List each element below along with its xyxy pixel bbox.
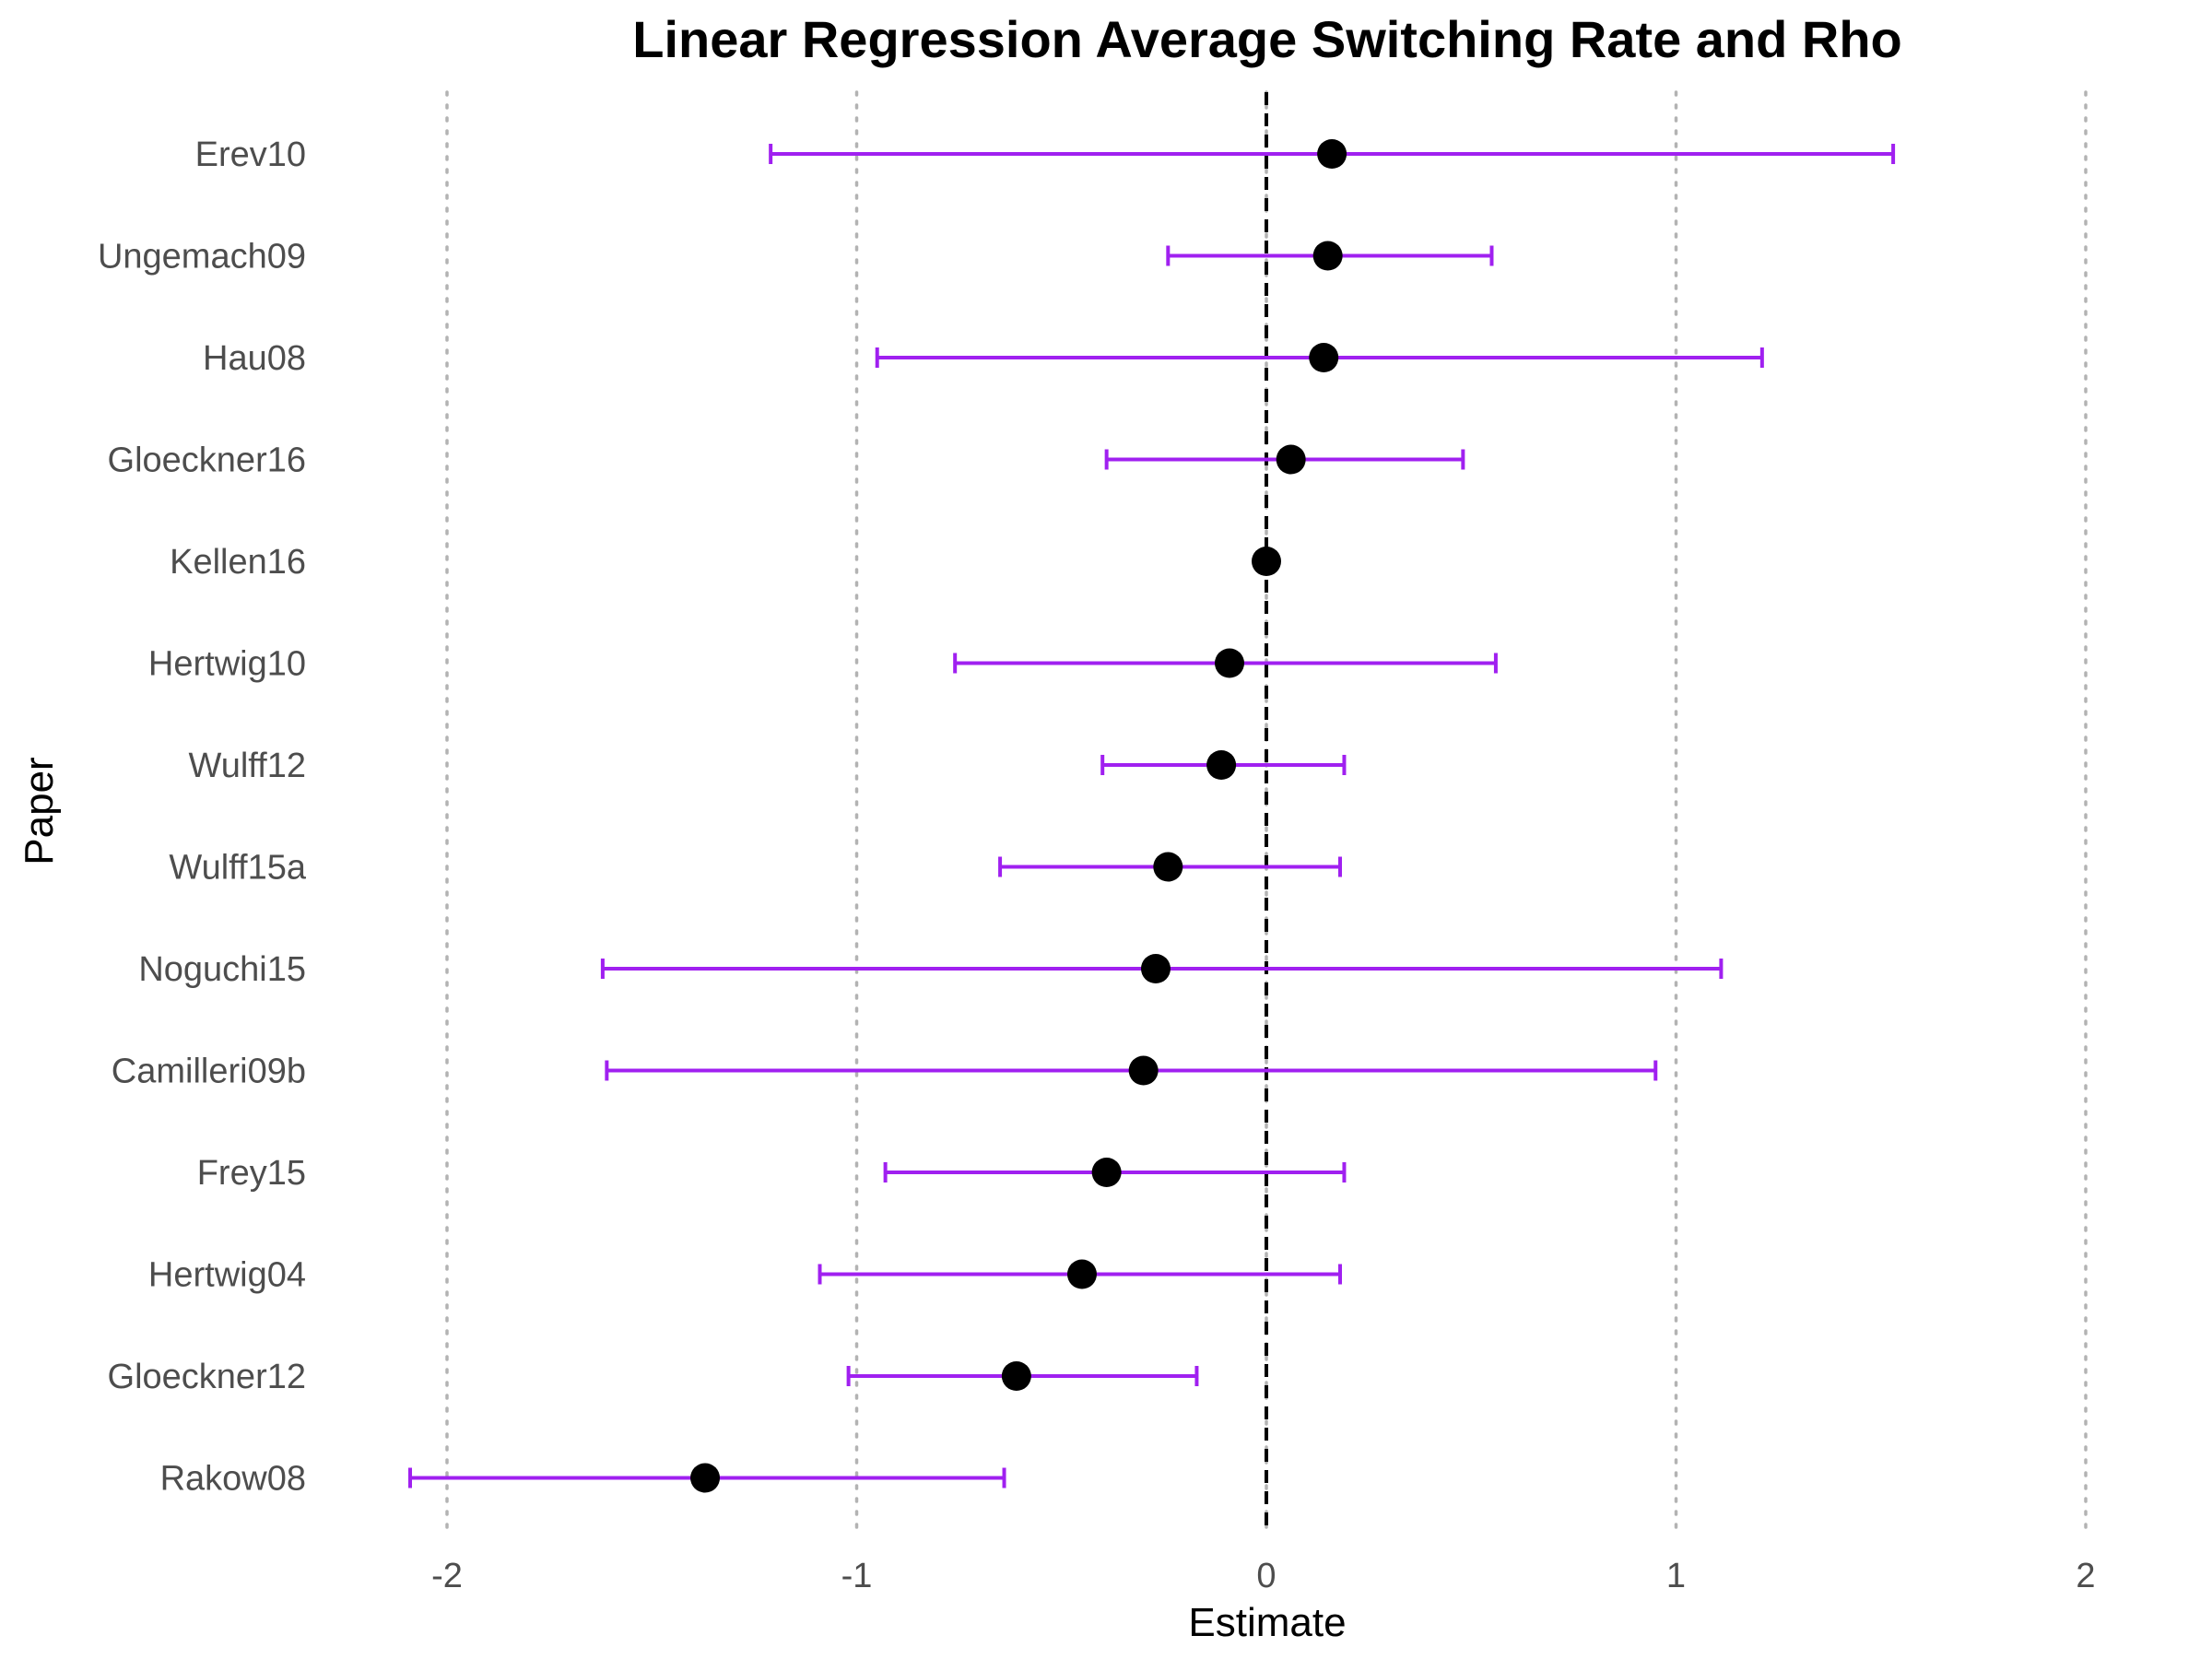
estimate-point	[1252, 547, 1281, 576]
estimate-point	[1128, 1055, 1159, 1086]
x-tick-label: 0	[1256, 1557, 1276, 1595]
data-row	[1252, 547, 1281, 576]
y-tick-label: Ungemach09	[98, 238, 306, 276]
data-row	[1104, 444, 1465, 475]
estimate-point	[1312, 241, 1343, 271]
data-row	[1100, 750, 1347, 780]
data-row	[818, 1259, 1343, 1289]
estimate-point	[1206, 750, 1237, 780]
estimate-point	[1001, 1361, 1031, 1391]
y-tick-label: Gloeckner16	[108, 441, 306, 480]
y-tick-labels: Erev10 Ungemach09 Hau08 Gloeckner16 Kellen16…	[98, 135, 307, 1499]
y-tick-label: Kellen16	[170, 543, 306, 582]
data-row	[883, 1158, 1347, 1187]
estimate-point	[1091, 1158, 1122, 1187]
data-row	[1166, 241, 1494, 271]
x-tick-labels: -2 -1 0 1 2	[431, 1557, 2095, 1595]
estimate-point	[1317, 139, 1347, 169]
x-tick-label: 2	[2076, 1557, 2095, 1595]
y-tick-label: Erev10	[195, 135, 306, 174]
data-row	[600, 954, 1724, 983]
y-tick-label: Rakow08	[160, 1460, 306, 1499]
y-axis-title: Paper	[17, 757, 62, 865]
data-row	[407, 1463, 1006, 1493]
chart-title: Linear Regression Average Switching Rate…	[632, 10, 1902, 68]
data-row	[769, 139, 1896, 169]
plot-marks	[407, 139, 1896, 1493]
y-tick-label: Wulff12	[189, 747, 306, 785]
data-row	[998, 852, 1343, 882]
y-tick-label: Noguchi15	[138, 950, 306, 989]
data-row	[605, 1055, 1658, 1086]
data-row	[875, 343, 1764, 372]
data-row	[846, 1361, 1199, 1391]
data-row	[953, 648, 1498, 678]
y-tick-label: Gloeckner12	[108, 1358, 306, 1396]
x-tick-label: -1	[841, 1557, 873, 1595]
y-tick-label: Hau08	[203, 339, 306, 378]
estimate-point	[1066, 1259, 1097, 1289]
y-tick-label: Hertwig04	[148, 1256, 306, 1295]
x-axis-title: Estimate	[1188, 1600, 1346, 1645]
y-tick-label: Camilleri09b	[112, 1053, 306, 1091]
estimate-point	[690, 1463, 721, 1493]
estimate-point	[1153, 852, 1183, 882]
y-tick-label: Hertwig10	[148, 645, 306, 684]
estimate-point	[1140, 954, 1171, 983]
y-tick-label: Frey15	[197, 1154, 306, 1193]
x-tick-label: -2	[431, 1557, 463, 1595]
x-tick-label: 1	[1666, 1557, 1686, 1595]
estimate-point	[1276, 444, 1306, 475]
y-tick-label: Wulff15a	[169, 849, 306, 888]
estimate-point	[1309, 343, 1339, 372]
estimate-point	[1214, 648, 1244, 678]
